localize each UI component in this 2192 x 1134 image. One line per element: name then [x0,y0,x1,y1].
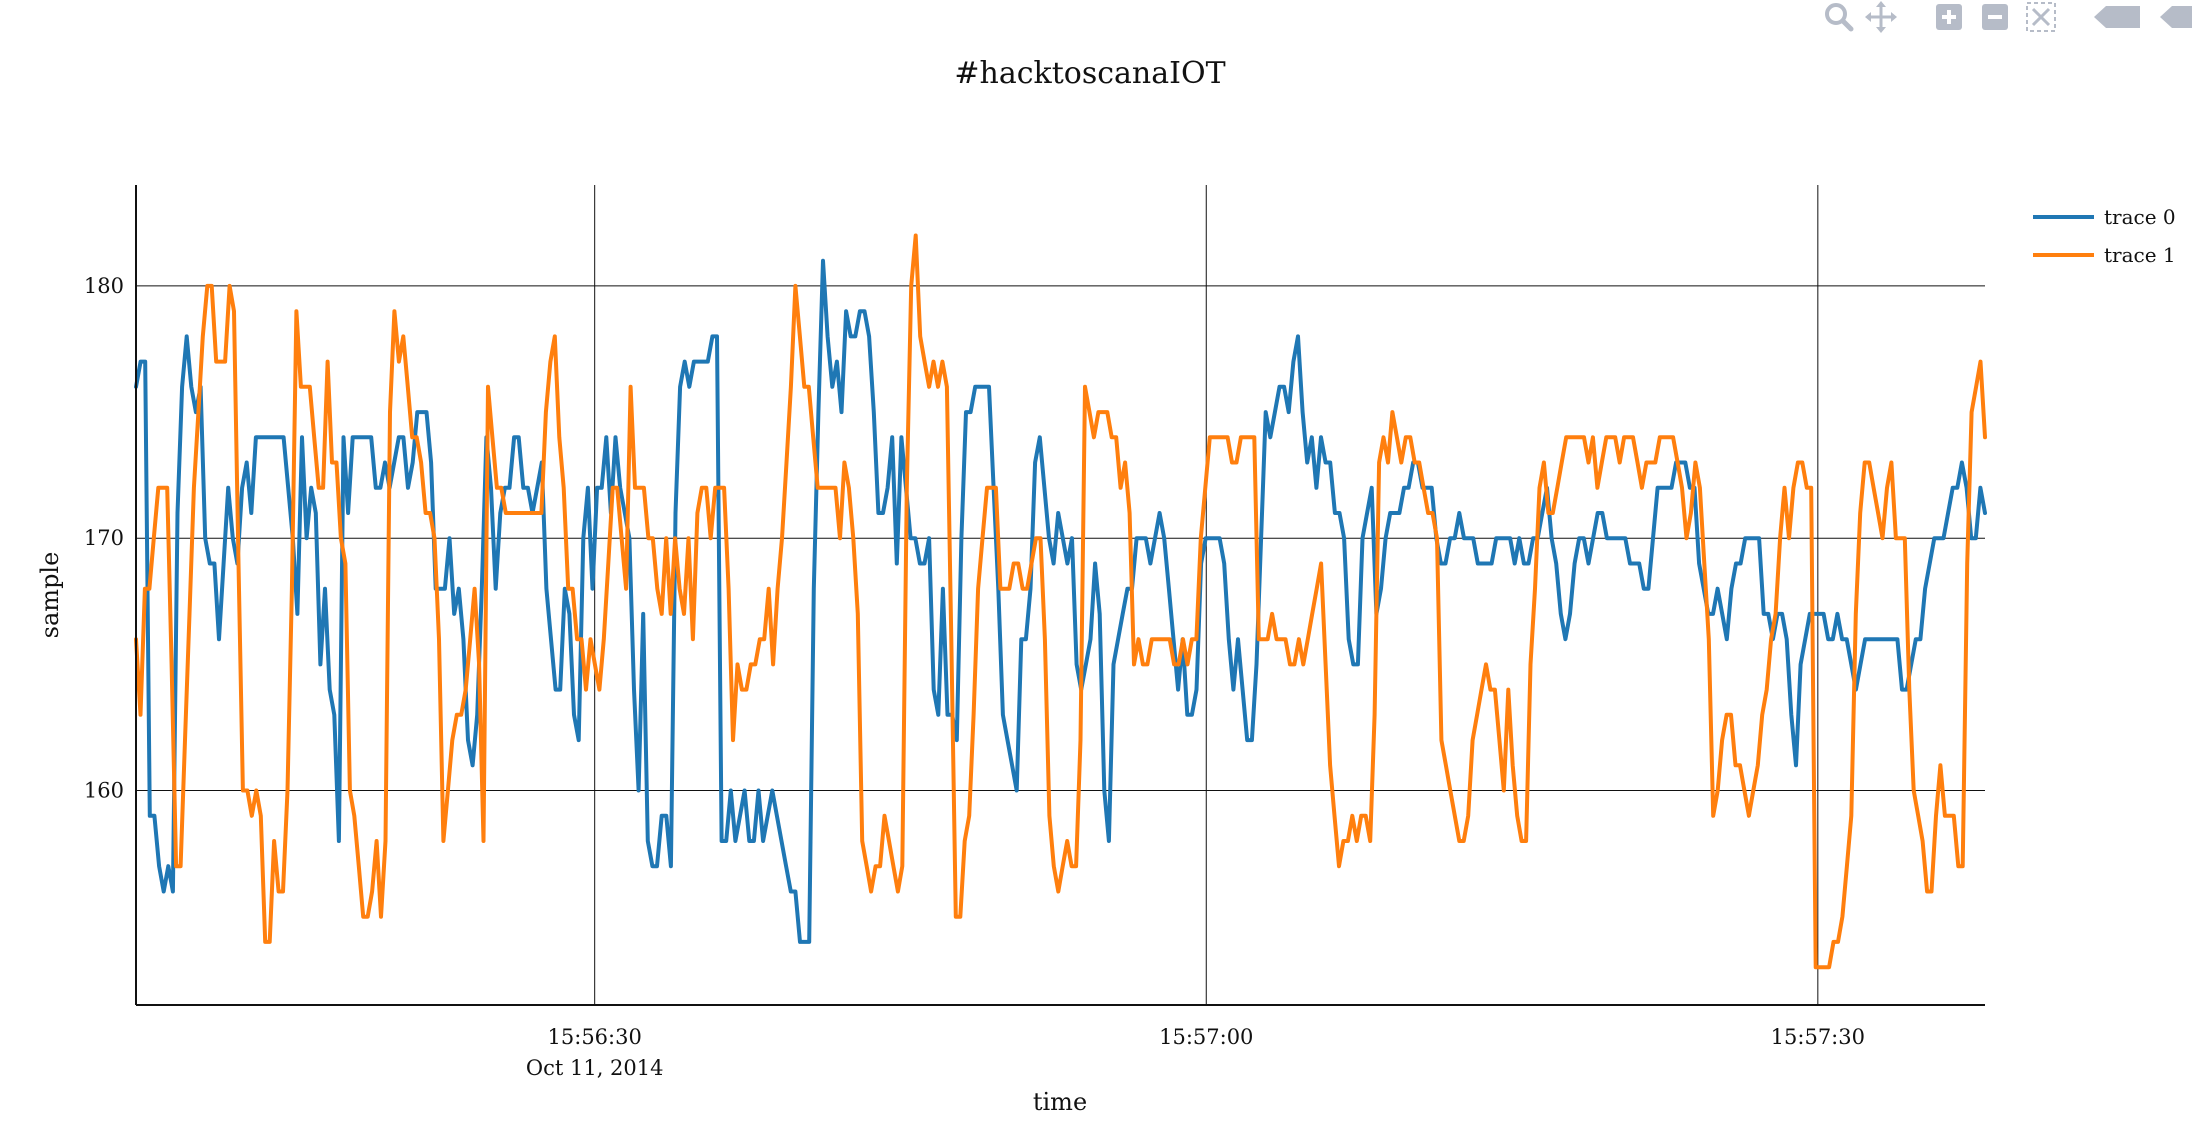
autoscale-icon[interactable] [2024,0,2058,34]
y-axis-title: sample [36,552,64,639]
y-tick-label: 160 [84,779,124,803]
reset-axes-icon-extra[interactable] [2158,0,2192,34]
y-tick-label: 180 [84,274,124,298]
y-tick-label: 170 [84,526,124,550]
zoom-out-icon[interactable] [1978,0,2012,34]
modebar [1812,0,2192,34]
axes [135,185,1985,1006]
x-tick-label: 15:57:30 [1771,1025,1865,1049]
x-tick-label: 15:56:30 [548,1025,642,1049]
zoom-in-icon[interactable] [1932,0,1966,34]
pan-icon[interactable] [1864,0,1898,34]
x-axis-title: time [1033,1088,1087,1116]
chart-title: #hacktoscanaIOT [954,56,1225,91]
legend-label[interactable]: trace 0 [2104,205,2176,229]
legend-label[interactable]: trace 1 [2104,243,2176,267]
reset-axes-icon[interactable] [2092,0,2152,34]
tick-labels: 160 170 180 15:56:30 Oct 11, 2014 15:57:00 15:… [84,274,1865,1080]
legend[interactable]: trace 0 trace 1 [2033,205,2176,267]
zoom-icon[interactable] [1822,0,1856,34]
gridlines [136,185,1985,1005]
x-tick-sublabel: Oct 11, 2014 [526,1056,664,1080]
x-tick-label: 15:57:00 [1159,1025,1253,1049]
series-line-1[interactable] [134,233,1987,970]
plot-area[interactable] [134,233,1987,970]
